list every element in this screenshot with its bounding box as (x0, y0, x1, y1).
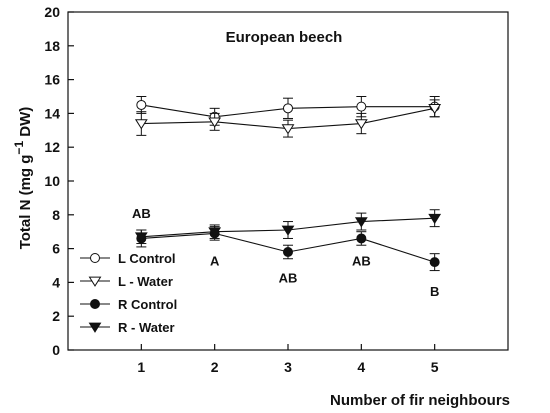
y-tick-label: 20 (44, 4, 60, 20)
y-tick-label: 6 (52, 241, 60, 257)
y-axis-title: Total N (mg g−1 DW) (12, 107, 34, 250)
y-tick-label: 2 (52, 308, 60, 324)
x-tick-label: 2 (211, 359, 219, 375)
y-axis-title-sup: −1 (12, 141, 26, 155)
legend-label: R Control (118, 297, 177, 312)
data-point (134, 232, 148, 243)
legend-marker (88, 276, 102, 287)
significance-label: AB (132, 206, 151, 221)
data-point (208, 227, 222, 238)
data-point (428, 103, 442, 115)
legend-label: L Control (118, 251, 176, 266)
x-tick-label: 5 (431, 359, 439, 375)
data-point (283, 103, 293, 114)
data-point (356, 233, 367, 244)
x-tick-label: 1 (137, 359, 145, 375)
legend-item: L Control (80, 251, 176, 266)
significance-label: A (210, 253, 220, 268)
series-3 (134, 209, 442, 245)
data-point (281, 124, 295, 135)
legend-item: R Control (80, 297, 177, 312)
y-tick-label: 18 (44, 38, 60, 54)
y-tick-label: 4 (52, 274, 60, 290)
data-point (428, 213, 442, 225)
significance-label: AB (352, 253, 371, 268)
y-tick-label: 16 (44, 72, 60, 88)
legend-item: R - Water (80, 320, 175, 335)
data-point (354, 217, 368, 228)
series-1 (134, 99, 442, 138)
legend: L Control L - Water R Control R - Water (80, 251, 177, 335)
legend-label: L - Water (118, 274, 173, 289)
legend-marker (88, 322, 102, 333)
data-point (134, 119, 148, 130)
y-tick-label: 8 (52, 207, 60, 223)
y-axis-title-main: Total N (mg g (17, 155, 34, 250)
legend-label: R - Water (118, 320, 175, 335)
data-point (281, 225, 295, 236)
annotations: AB A AB AB B (132, 206, 439, 299)
y-tick-label: 0 (52, 342, 60, 358)
y-axis-ticks: 0 2 4 6 8 10 12 14 16 18 20 (44, 4, 74, 358)
data-point (354, 119, 368, 130)
series-layer (134, 96, 442, 272)
y-axis-title-tail: DW) (17, 107, 34, 141)
y-tick-label: 12 (44, 139, 60, 155)
x-axis-title: Number of fir neighbours (330, 392, 510, 409)
data-point (136, 99, 147, 110)
y-tick-label: 14 (44, 105, 60, 121)
data-point (283, 246, 293, 257)
significance-label: B (430, 284, 439, 299)
significance-label: AB (279, 270, 298, 285)
x-tick-label: 3 (284, 359, 292, 375)
data-point (429, 257, 440, 268)
data-point (208, 117, 222, 128)
plot-frame (67, 11, 509, 351)
data-point (356, 101, 367, 112)
y-tick-label: 10 (44, 173, 60, 189)
x-axis-ticks: 1 2 3 4 5 (137, 344, 439, 375)
legend-item: L - Water (80, 274, 173, 289)
legend-marker (90, 299, 100, 309)
legend-marker (90, 253, 100, 263)
x-tick-label: 4 (357, 359, 365, 375)
chart-title: European beech (226, 29, 343, 46)
